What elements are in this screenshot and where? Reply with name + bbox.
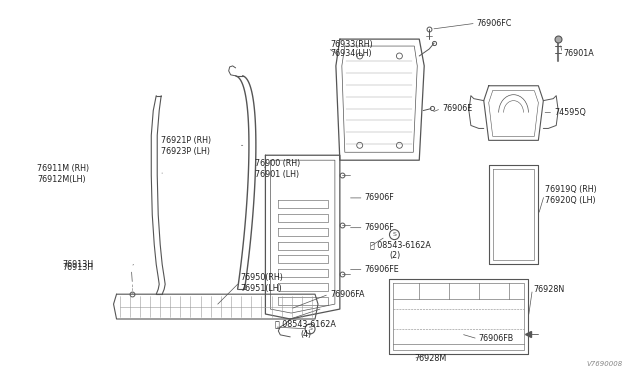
Text: Ⓢ 08543-6162A: Ⓢ 08543-6162A: [370, 240, 431, 249]
Text: 76951(LH): 76951(LH): [241, 284, 282, 293]
Text: 76921P (RH): 76921P (RH): [161, 136, 211, 145]
Text: S: S: [308, 326, 312, 331]
Text: 76906FA: 76906FA: [330, 290, 364, 299]
Text: 76906F: 76906F: [365, 223, 394, 232]
Text: 76900 (RH): 76900 (RH): [255, 159, 301, 168]
Text: 76913H: 76913H: [62, 263, 93, 272]
Text: V7690008: V7690008: [586, 360, 623, 367]
Text: 76923P (LH): 76923P (LH): [161, 147, 210, 156]
Text: 76911M (RH): 76911M (RH): [37, 164, 89, 173]
Text: S: S: [392, 232, 396, 237]
Text: Ⓢ 08543-6162A: Ⓢ 08543-6162A: [275, 320, 336, 328]
Text: 76933(RH): 76933(RH): [330, 39, 372, 49]
Text: 76906F: 76906F: [365, 193, 394, 202]
Text: 76920Q (LH): 76920Q (LH): [545, 196, 596, 205]
Text: (4): (4): [300, 330, 311, 339]
Text: 76919Q (RH): 76919Q (RH): [545, 186, 597, 195]
Text: 74595Q: 74595Q: [554, 108, 586, 117]
Text: 76906E: 76906E: [442, 104, 472, 113]
Text: 76901A: 76901A: [563, 48, 594, 58]
Text: 76928N: 76928N: [533, 285, 564, 294]
Text: 76906FC: 76906FC: [477, 19, 512, 28]
Text: 76913H: 76913H: [62, 260, 93, 269]
Text: 76901 (LH): 76901 (LH): [255, 170, 300, 179]
Text: 76928M: 76928M: [414, 354, 447, 363]
Text: 76912M(LH): 76912M(LH): [37, 174, 86, 183]
Text: 76906FB: 76906FB: [479, 334, 514, 343]
Text: (2): (2): [390, 251, 401, 260]
Text: 76906FE: 76906FE: [365, 265, 399, 274]
Text: 76934(LH): 76934(LH): [330, 49, 372, 58]
Text: 76950(RH): 76950(RH): [241, 273, 284, 282]
